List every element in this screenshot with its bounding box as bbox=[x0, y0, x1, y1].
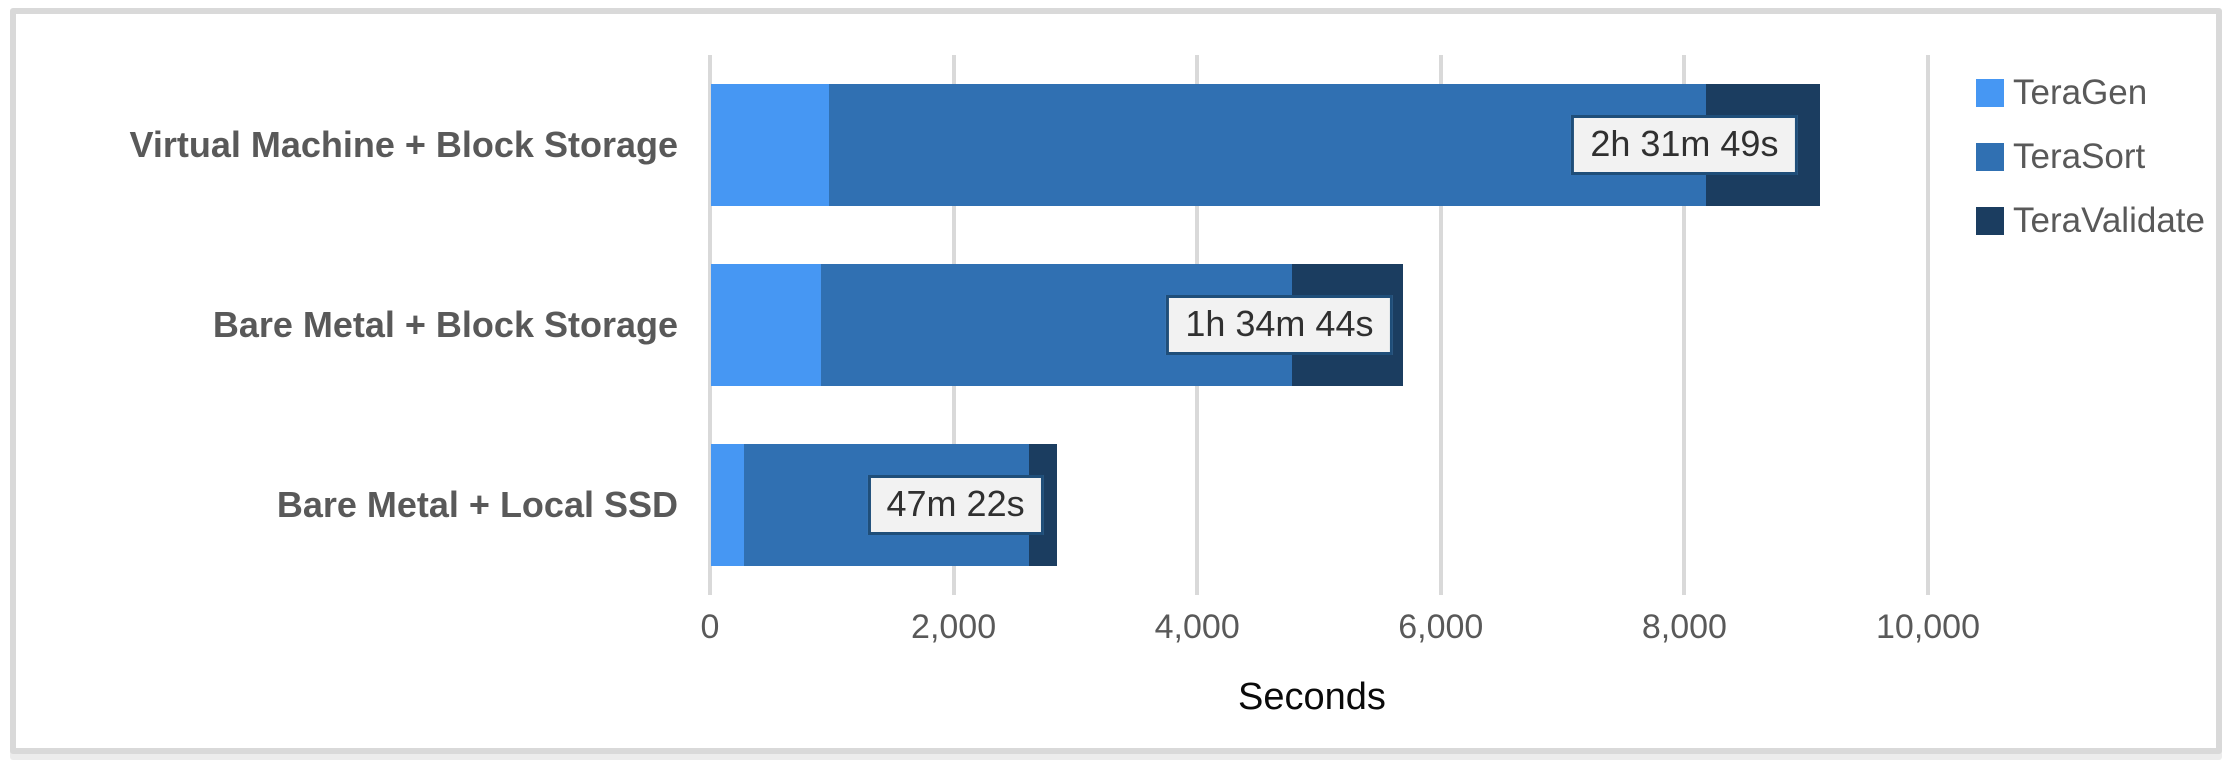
legend-item: TeraGen bbox=[1976, 72, 2205, 114]
gridline bbox=[1926, 55, 1930, 595]
gridline bbox=[1682, 55, 1687, 595]
category-label: Virtual Machine + Block Storage bbox=[129, 124, 678, 165]
gridline bbox=[708, 55, 712, 595]
x-tick-label: 8,000 bbox=[1641, 608, 1727, 646]
legend-item: TeraSort bbox=[1976, 136, 2205, 178]
bar-segment-teragen bbox=[711, 444, 744, 566]
legend-item: TeraValidate bbox=[1976, 200, 2205, 242]
gridline bbox=[1438, 55, 1443, 595]
legend: TeraGen TeraSort TeraValidate bbox=[1976, 72, 2205, 264]
legend-label: TeraValidate bbox=[2013, 201, 2205, 240]
x-tick-label: 2,000 bbox=[911, 608, 997, 646]
legend-swatch-icon bbox=[1976, 79, 2004, 107]
legend-swatch-icon bbox=[1976, 143, 2004, 171]
legend-label: TeraSort bbox=[2013, 137, 2146, 176]
bar-segment-teragen bbox=[711, 84, 830, 206]
category-label: Bare Metal + Block Storage bbox=[212, 304, 678, 345]
x-tick-label: 4,000 bbox=[1154, 608, 1240, 646]
x-tick-label: 0 bbox=[700, 608, 720, 646]
bar-segment-teragen bbox=[711, 264, 821, 386]
bar-segment-terasort bbox=[829, 84, 1707, 206]
x-tick-label: 6,000 bbox=[1398, 608, 1484, 646]
bar-duration-label: 2h 31m 49s bbox=[1571, 115, 1798, 175]
x-axis-title: Seconds bbox=[1238, 676, 1386, 718]
bar-duration-label: 47m 22s bbox=[867, 475, 1044, 535]
legend-label: TeraGen bbox=[2013, 73, 2148, 112]
legend-swatch-icon bbox=[1976, 207, 2004, 235]
stacked-bar bbox=[711, 264, 1404, 386]
bar-duration-label: 1h 34m 44s bbox=[1166, 295, 1393, 355]
category-label: Bare Metal + Local SSD bbox=[276, 484, 678, 525]
x-tick-label: 10,000 bbox=[1876, 608, 1980, 646]
